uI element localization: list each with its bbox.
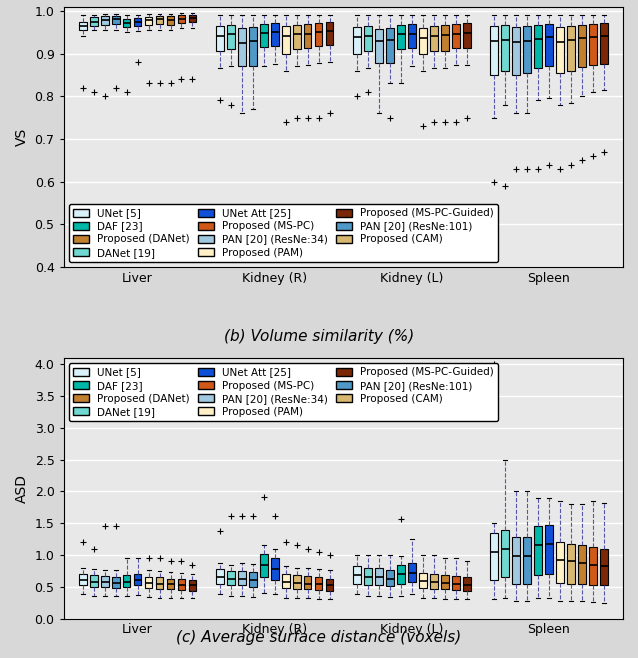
PathPatch shape <box>134 574 142 586</box>
PathPatch shape <box>134 18 142 26</box>
PathPatch shape <box>177 579 185 590</box>
PathPatch shape <box>112 16 119 24</box>
PathPatch shape <box>534 25 542 68</box>
PathPatch shape <box>238 571 246 586</box>
PathPatch shape <box>304 576 311 590</box>
PathPatch shape <box>260 24 267 47</box>
PathPatch shape <box>452 576 459 590</box>
PathPatch shape <box>441 575 449 590</box>
PathPatch shape <box>501 26 509 70</box>
PathPatch shape <box>408 563 416 582</box>
PathPatch shape <box>282 574 290 588</box>
Text: (b) Volume similarity (%): (b) Volume similarity (%) <box>224 329 414 344</box>
PathPatch shape <box>512 537 520 584</box>
PathPatch shape <box>79 574 87 586</box>
PathPatch shape <box>600 549 607 586</box>
PathPatch shape <box>293 24 300 49</box>
PathPatch shape <box>145 17 152 24</box>
Legend: UNet [5], DAF [23], Proposed (DANet), DANet [19], UNet Att [25], Proposed (MS-PC: UNet [5], DAF [23], Proposed (DANet), DA… <box>69 204 498 262</box>
PathPatch shape <box>101 576 108 587</box>
PathPatch shape <box>463 577 471 591</box>
PathPatch shape <box>238 28 246 66</box>
PathPatch shape <box>490 533 498 580</box>
PathPatch shape <box>315 577 322 590</box>
PathPatch shape <box>227 571 235 586</box>
PathPatch shape <box>600 23 607 64</box>
PathPatch shape <box>501 530 509 577</box>
PathPatch shape <box>293 575 300 589</box>
PathPatch shape <box>375 29 383 63</box>
PathPatch shape <box>452 24 459 49</box>
PathPatch shape <box>271 23 279 46</box>
PathPatch shape <box>326 22 334 45</box>
PathPatch shape <box>386 28 394 63</box>
PathPatch shape <box>249 572 256 587</box>
PathPatch shape <box>441 26 449 51</box>
PathPatch shape <box>156 577 163 589</box>
PathPatch shape <box>419 573 427 588</box>
PathPatch shape <box>589 24 597 66</box>
PathPatch shape <box>512 26 520 75</box>
PathPatch shape <box>156 16 163 24</box>
PathPatch shape <box>189 14 197 22</box>
PathPatch shape <box>523 26 531 73</box>
PathPatch shape <box>167 16 174 24</box>
PathPatch shape <box>386 570 394 586</box>
PathPatch shape <box>90 17 98 26</box>
PathPatch shape <box>545 524 553 574</box>
PathPatch shape <box>249 27 256 66</box>
PathPatch shape <box>227 24 235 49</box>
PathPatch shape <box>419 28 427 55</box>
PathPatch shape <box>556 27 564 73</box>
PathPatch shape <box>567 544 575 584</box>
PathPatch shape <box>589 547 597 585</box>
PathPatch shape <box>167 578 174 590</box>
Y-axis label: VS: VS <box>15 128 29 146</box>
PathPatch shape <box>397 565 404 584</box>
PathPatch shape <box>123 575 131 587</box>
PathPatch shape <box>282 26 290 53</box>
Text: (c) Average surface distance (voxels): (c) Average surface distance (voxels) <box>176 630 462 645</box>
PathPatch shape <box>463 23 471 47</box>
PathPatch shape <box>216 26 224 51</box>
PathPatch shape <box>101 16 108 24</box>
Legend: UNet [5], DAF [23], Proposed (DANet), DANet [19], UNet Att [25], Proposed (MS-PC: UNet [5], DAF [23], Proposed (DANet), DA… <box>69 363 498 421</box>
PathPatch shape <box>523 537 531 584</box>
PathPatch shape <box>545 24 553 66</box>
PathPatch shape <box>430 26 438 51</box>
PathPatch shape <box>177 15 185 23</box>
PathPatch shape <box>112 576 119 588</box>
PathPatch shape <box>79 22 87 30</box>
PathPatch shape <box>490 26 498 75</box>
PathPatch shape <box>216 569 224 584</box>
PathPatch shape <box>397 24 404 49</box>
PathPatch shape <box>364 569 372 585</box>
PathPatch shape <box>556 542 564 583</box>
PathPatch shape <box>189 580 197 591</box>
Y-axis label: ASD: ASD <box>15 474 29 503</box>
PathPatch shape <box>567 26 575 70</box>
PathPatch shape <box>315 23 322 46</box>
PathPatch shape <box>90 575 98 587</box>
PathPatch shape <box>430 574 438 589</box>
PathPatch shape <box>578 545 586 584</box>
PathPatch shape <box>353 567 361 584</box>
PathPatch shape <box>364 26 372 51</box>
PathPatch shape <box>353 27 361 53</box>
PathPatch shape <box>375 568 383 585</box>
PathPatch shape <box>408 24 416 49</box>
PathPatch shape <box>534 526 542 575</box>
PathPatch shape <box>271 558 279 580</box>
PathPatch shape <box>123 18 131 27</box>
PathPatch shape <box>260 554 267 577</box>
PathPatch shape <box>304 24 311 49</box>
PathPatch shape <box>326 578 334 591</box>
PathPatch shape <box>578 24 586 67</box>
PathPatch shape <box>145 576 152 588</box>
